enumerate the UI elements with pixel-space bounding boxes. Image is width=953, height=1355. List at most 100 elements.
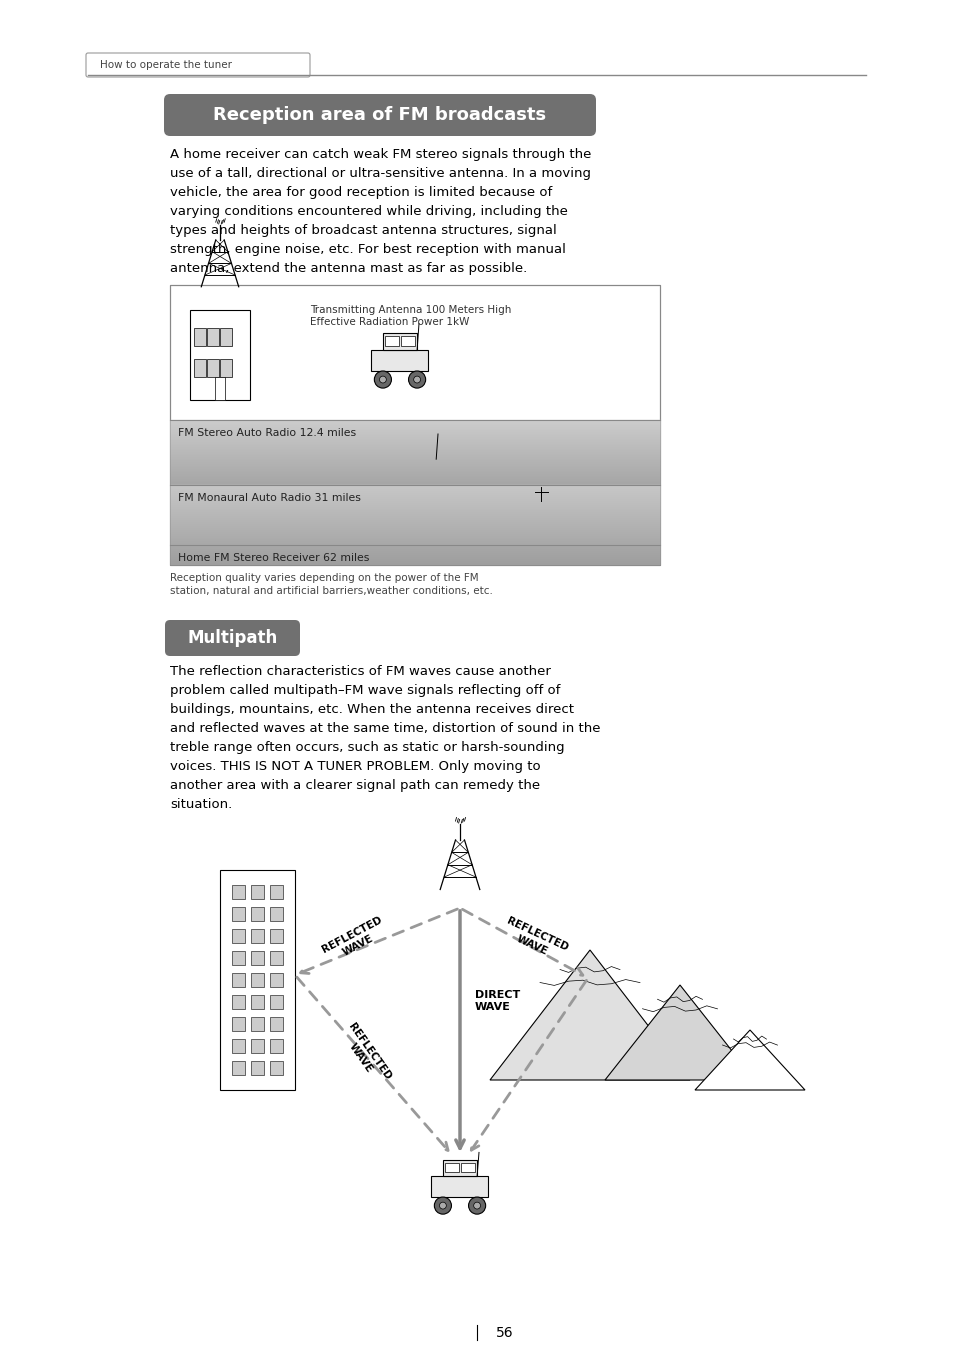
Text: voices. THIS IS NOT A TUNER PROBLEM. Only moving to: voices. THIS IS NOT A TUNER PROBLEM. Onl… <box>170 760 540 772</box>
Circle shape <box>379 377 386 383</box>
Bar <box>400 336 415 346</box>
Bar <box>207 359 218 378</box>
Bar <box>251 1018 264 1031</box>
Text: vehicle, the area for good reception is limited because of: vehicle, the area for good reception is … <box>170 186 552 199</box>
Bar <box>420 446 434 455</box>
Text: use of a tall, directional or ultra-sensitive antenna. In a moving: use of a tall, directional or ultra-sens… <box>170 167 590 180</box>
Text: The reflection characteristics of FM waves cause another: The reflection characteristics of FM wav… <box>170 665 550 678</box>
Circle shape <box>400 484 407 491</box>
Bar <box>382 333 416 350</box>
Bar <box>535 516 546 528</box>
Bar <box>558 516 569 528</box>
Bar <box>371 350 428 371</box>
Bar <box>270 908 282 920</box>
Polygon shape <box>522 516 586 541</box>
Bar <box>431 1176 488 1196</box>
Bar <box>220 328 232 346</box>
Text: A home receiver can catch weak FM stereo signals through the: A home receiver can catch weak FM stereo… <box>170 148 591 161</box>
Bar <box>170 285 659 565</box>
Bar <box>460 1163 475 1172</box>
Text: How to operate the tuner: How to operate the tuner <box>100 60 232 70</box>
Bar <box>530 505 579 541</box>
Bar <box>251 996 264 1008</box>
Circle shape <box>428 480 444 495</box>
Text: REFLECTED
WAVE: REFLECTED WAVE <box>499 916 569 963</box>
Text: REFLECTED
WAVE: REFLECTED WAVE <box>320 915 389 965</box>
Circle shape <box>374 371 391 388</box>
Text: Reception area of FM broadcasts: Reception area of FM broadcasts <box>213 106 546 125</box>
Bar <box>548 524 560 541</box>
Bar <box>251 908 264 920</box>
Text: and reflected waves at the same time, distortion of sound in the: and reflected waves at the same time, di… <box>170 722 599 734</box>
Text: antenna, extend the antenna mast as far as possible.: antenna, extend the antenna mast as far … <box>170 262 527 275</box>
Text: REFLECTED
WAVE: REFLECTED WAVE <box>336 1022 393 1088</box>
Circle shape <box>439 1202 446 1209</box>
Text: problem called multipath–FM wave signals reflecting off of: problem called multipath–FM wave signals… <box>170 684 559 696</box>
Bar <box>207 328 218 346</box>
Bar <box>232 973 245 986</box>
Bar <box>251 951 264 965</box>
Circle shape <box>414 377 420 383</box>
Bar <box>232 908 245 920</box>
Bar <box>384 336 398 346</box>
Polygon shape <box>695 1030 804 1089</box>
Bar <box>251 930 264 943</box>
Bar <box>232 930 245 943</box>
Bar <box>581 516 599 533</box>
Bar <box>220 870 294 1089</box>
Bar <box>232 951 245 965</box>
Bar <box>270 1018 282 1031</box>
Circle shape <box>408 371 425 388</box>
Bar <box>270 930 282 943</box>
Bar <box>405 446 418 455</box>
Text: Transmitting Antenna 100 Meters High
Effective Radiation Power 1kW: Transmitting Antenna 100 Meters High Eff… <box>310 305 511 327</box>
Bar <box>270 1061 282 1075</box>
Bar <box>270 996 282 1008</box>
Bar <box>232 885 245 898</box>
Text: Multipath: Multipath <box>187 629 277 646</box>
Bar <box>403 443 436 459</box>
Bar <box>445 1163 458 1172</box>
Text: 56: 56 <box>496 1327 514 1340</box>
Text: another area with a clearer signal path can remedy the: another area with a clearer signal path … <box>170 779 539 793</box>
Bar <box>251 1039 264 1053</box>
Text: FM Stereo Auto Radio 12.4 miles: FM Stereo Auto Radio 12.4 miles <box>178 428 355 438</box>
Text: station, natural and artificial barriers,weather conditions, etc.: station, natural and artificial barriers… <box>170 585 493 596</box>
Bar <box>579 505 601 533</box>
Bar <box>270 951 282 965</box>
Polygon shape <box>604 985 754 1080</box>
Text: Home FM Stereo Receiver 62 miles: Home FM Stereo Receiver 62 miles <box>178 553 369 562</box>
Text: DIRECT
WAVE: DIRECT WAVE <box>475 991 519 1012</box>
Polygon shape <box>490 950 689 1080</box>
Circle shape <box>434 1196 451 1214</box>
Bar <box>193 359 206 378</box>
Bar <box>251 885 264 898</box>
Text: situation.: situation. <box>170 798 232 812</box>
Text: varying conditions encountered while driving, including the: varying conditions encountered while dri… <box>170 205 567 218</box>
Bar <box>190 310 250 400</box>
FancyBboxPatch shape <box>165 621 299 656</box>
Circle shape <box>395 480 412 495</box>
FancyBboxPatch shape <box>86 53 310 77</box>
Bar <box>270 1039 282 1053</box>
Text: strength, engine noise, etc. For best reception with manual: strength, engine noise, etc. For best re… <box>170 243 565 256</box>
Bar <box>232 1039 245 1053</box>
Text: types and heights of broadcast antenna structures, signal: types and heights of broadcast antenna s… <box>170 224 557 237</box>
FancyBboxPatch shape <box>164 93 596 136</box>
Circle shape <box>468 1196 485 1214</box>
Bar <box>443 1160 476 1176</box>
Bar <box>270 973 282 986</box>
Bar <box>393 459 447 480</box>
Bar <box>214 378 225 400</box>
Bar <box>251 1061 264 1075</box>
Text: buildings, mountains, etc. When the antenna receives direct: buildings, mountains, etc. When the ante… <box>170 703 574 715</box>
Bar <box>232 1018 245 1031</box>
Bar <box>193 328 206 346</box>
Text: treble range often occurs, such as static or harsh-sounding: treble range often occurs, such as stati… <box>170 741 564 753</box>
Bar <box>170 285 659 565</box>
Bar <box>270 885 282 898</box>
Text: Reception quality varies depending on the power of the FM: Reception quality varies depending on th… <box>170 573 478 583</box>
Circle shape <box>433 484 439 491</box>
Text: FM Monaural Auto Radio 31 miles: FM Monaural Auto Radio 31 miles <box>178 493 360 503</box>
Circle shape <box>474 1202 480 1209</box>
